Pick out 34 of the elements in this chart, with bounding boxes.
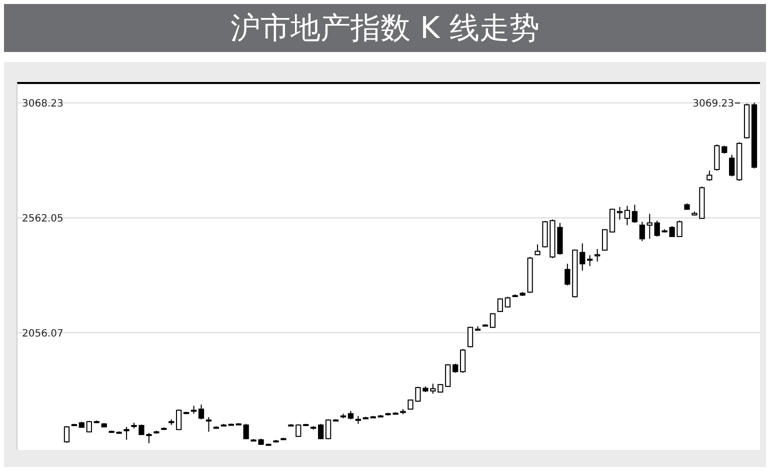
chart-title: 沪市地产指数 K 线走势 (230, 11, 540, 46)
y-tick-label: 2056.07 (22, 328, 64, 340)
candlestick (580, 242, 586, 272)
candlestick (490, 312, 496, 328)
candlestick (714, 144, 720, 172)
candlestick (64, 426, 70, 444)
candlestick (602, 228, 608, 252)
candlestick (243, 423, 249, 440)
candlestick (467, 326, 474, 348)
candlestick (497, 298, 503, 312)
candlestick (176, 409, 182, 431)
candlestick (609, 208, 616, 233)
y-tick-label: 3068.23 (22, 98, 64, 110)
candlestick (318, 423, 324, 440)
candlestick (504, 296, 510, 308)
candlestick (646, 213, 652, 240)
candlestick (452, 363, 458, 374)
candlestick (706, 170, 712, 182)
candlestick (729, 154, 735, 177)
annotation: 3069.23 (692, 98, 734, 110)
candlestick (124, 426, 130, 440)
candlestick (594, 248, 600, 262)
candlestick (632, 204, 638, 224)
y-tick-label: 2562.05 (22, 213, 64, 224)
candlestick (654, 220, 660, 238)
candlestick (445, 364, 451, 388)
candlestick (616, 206, 623, 220)
candlestick (460, 348, 466, 374)
candlestick (587, 254, 593, 267)
candlestick (639, 221, 645, 242)
candlestick (198, 404, 204, 420)
candlestick (296, 424, 302, 438)
candlestick (206, 416, 212, 432)
candlestick (624, 205, 630, 226)
